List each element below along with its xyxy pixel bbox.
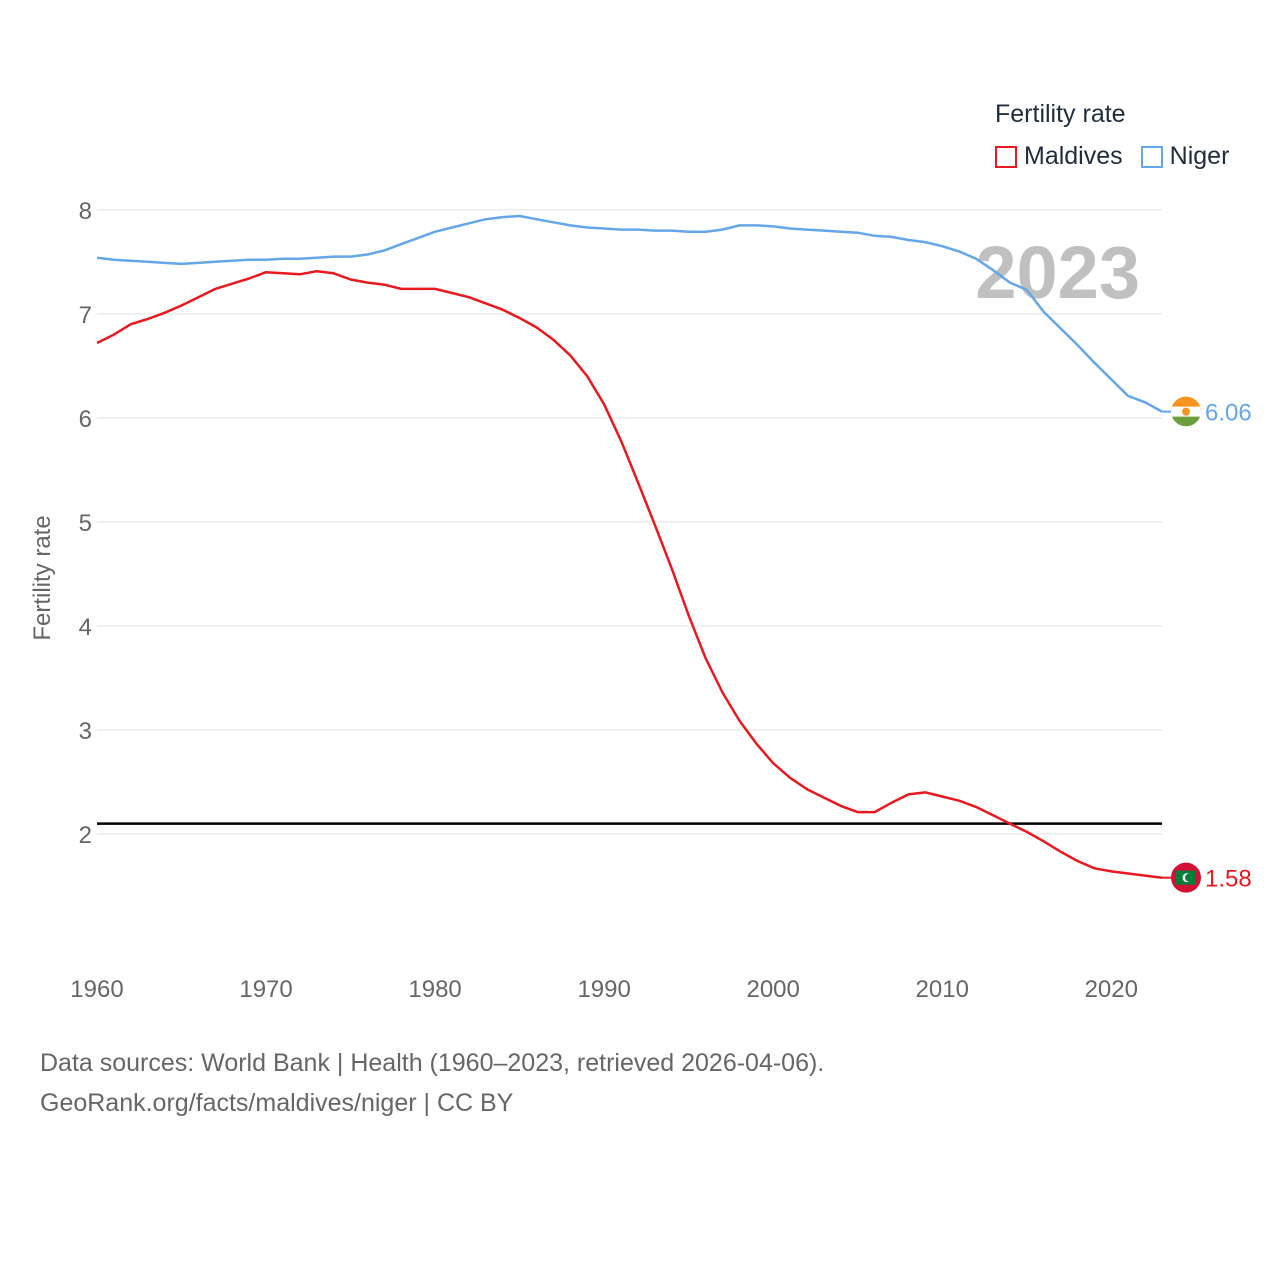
legend-item-niger[interactable]: Niger	[1140, 142, 1230, 171]
x-axis-ticks: 1960 1970 1980 1990 2000 2010 2020	[70, 976, 1138, 1003]
series-lines	[96, 214, 1163, 879]
flag-niger-icon	[1171, 396, 1201, 427]
y-tick-2: 2	[79, 822, 92, 849]
x-tick-1980: 1980	[408, 976, 461, 1003]
y-tick-5: 5	[79, 510, 92, 537]
source-line-2[interactable]: GeoRank.org/facts/maldives/niger | CC BY	[40, 1089, 514, 1117]
x-tick-2000: 2000	[746, 976, 799, 1003]
legend-item-maldives[interactable]: Maldives	[995, 142, 1123, 171]
source-line-1: Data sources: World Bank | Health (1960–…	[40, 1049, 825, 1077]
x-tick-2010: 2010	[916, 976, 969, 1003]
source-note: Data sources: World Bank | Health (1960–…	[40, 1043, 824, 1123]
grid-lines	[97, 209, 1162, 835]
y-tick-8: 8	[79, 198, 92, 225]
legend-label-maldives: Maldives	[1024, 142, 1123, 170]
y-axis-ticks: 2 3 4 5 6 7 8	[79, 198, 92, 849]
x-tick-1990: 1990	[577, 976, 630, 1003]
x-tick-2020: 2020	[1085, 976, 1138, 1003]
legend-swatch-niger	[1140, 145, 1163, 168]
x-tick-1970: 1970	[239, 976, 292, 1003]
y-tick-3: 3	[79, 718, 92, 745]
series-line-maldives[interactable]	[96, 269, 1163, 879]
y-tick-6: 6	[79, 406, 92, 433]
y-tick-4: 4	[79, 614, 92, 641]
end-markers: 1.58 6.06	[1162, 396, 1252, 893]
legend-title: Fertility rate	[995, 100, 1126, 128]
end-label-maldives: 1.58	[1205, 866, 1252, 893]
series-line-niger[interactable]	[96, 214, 1163, 413]
y-tick-7: 7	[79, 302, 92, 329]
flag-maldives-icon	[1171, 862, 1201, 893]
x-tick-1960: 1960	[70, 976, 123, 1003]
legend-swatch-maldives	[995, 145, 1017, 168]
legend: Maldives Niger	[995, 142, 1247, 171]
legend-label-niger: Niger	[1169, 142, 1230, 170]
end-label-niger: 6.06	[1205, 400, 1252, 427]
year-label: 2023	[975, 231, 1140, 314]
y-axis-label: Fertility rate	[29, 515, 56, 640]
